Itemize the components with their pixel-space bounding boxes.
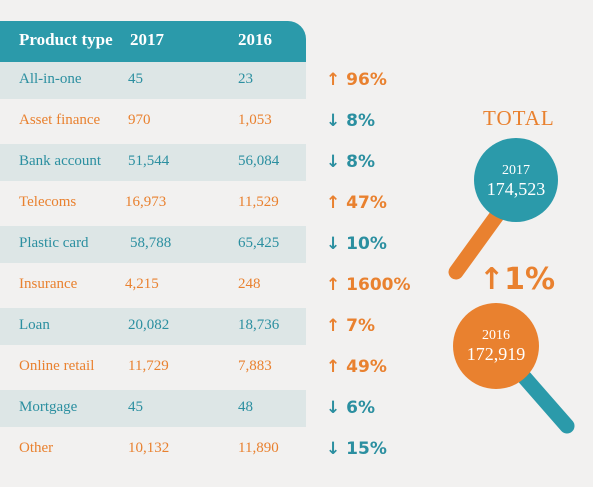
product-type-cell: Insurance [19, 276, 78, 292]
value-2016-cell: 56,084 [238, 153, 280, 169]
arrow-down-icon: ↓ [326, 398, 347, 418]
product-type-cell: Online retail [19, 358, 95, 374]
value-2016-cell: 11,529 [238, 194, 279, 210]
product-type-cell: Asset finance [19, 112, 101, 128]
change-indicator: ↑ 49% [326, 357, 387, 377]
change-value: 49% [346, 357, 387, 377]
product-type-cell: Telecoms [19, 194, 77, 210]
change-value: 47% [346, 193, 387, 213]
total-change: ↑1% [479, 262, 555, 297]
change-value: 15% [346, 439, 387, 459]
arrow-up-icon: ↑ [326, 275, 347, 295]
value-2017-cell: 58,788 [130, 235, 172, 251]
table-row: Loan 20,082 18,736 [0, 308, 306, 345]
magnifier-2016-handle [517, 370, 575, 434]
value-2016-cell: 11,890 [238, 440, 279, 456]
arrow-up-icon: ↑ [326, 316, 347, 336]
total-label: TOTAL [483, 106, 555, 130]
change-indicator: ↓ 10% [326, 234, 387, 254]
change-indicator: ↓ 8% [326, 111, 375, 131]
change-value: 6% [346, 398, 376, 418]
product-type-cell: All-in-one [19, 71, 82, 87]
change-value: 96% [346, 70, 387, 90]
arrow-up-icon: ↑ [479, 262, 505, 297]
change-value: 7% [346, 316, 376, 336]
arrow-up-icon: ↑ [326, 70, 347, 90]
arrow-up-icon: ↑ [326, 193, 347, 213]
value-2016-cell: 7,883 [238, 358, 272, 374]
change-indicator: ↑ 47% [326, 193, 387, 213]
value-2016-cell: 248 [238, 276, 261, 292]
table-row: Asset finance 970 1,053 [0, 103, 306, 140]
value-2017-cell: 16,973 [125, 194, 167, 210]
change-indicator: ↓ 15% [326, 439, 387, 459]
magnifier-2017-lens [474, 138, 558, 222]
arrow-up-icon: ↑ [326, 357, 347, 377]
arrow-down-icon: ↓ [326, 152, 347, 172]
value-2016-cell: 48 [238, 399, 253, 415]
table-row: Insurance 4,215 248 [0, 267, 306, 304]
value-2017-cell: 45 [128, 71, 143, 87]
value-2017-cell: 10,132 [128, 440, 170, 456]
product-type-cell: Mortgage [19, 399, 78, 415]
change-indicator: ↓ 8% [326, 152, 375, 172]
total-2016-year: 2016 [482, 328, 510, 343]
value-2017-cell: 4,215 [125, 276, 159, 292]
value-2017-cell: 970 [128, 112, 151, 128]
product-type-cell: Bank account [19, 153, 102, 169]
change-value: 8% [346, 152, 376, 172]
table-row: Telecoms 16,973 11,529 [0, 185, 306, 222]
magnifier-2016-lens [453, 303, 539, 389]
value-2017-cell: 20,082 [128, 317, 170, 333]
value-2017-cell: 45 [128, 399, 143, 415]
arrow-down-icon: ↓ [326, 111, 347, 131]
change-indicator: ↓ 6% [326, 398, 375, 418]
table-row: All-in-one 45 23 [0, 62, 306, 99]
table-row: Bank account 51,544 56,084 [0, 144, 306, 181]
value-2017-cell: 11,729 [128, 358, 169, 374]
change-indicator: ↑ 96% [326, 70, 387, 90]
product-type-cell: Other [19, 440, 54, 456]
total-change-value: 1% [504, 262, 556, 297]
value-2017-cell: 51,544 [128, 153, 170, 169]
product-type-cell: Plastic card [19, 235, 89, 251]
magnifier-2017-handle [448, 206, 506, 280]
header-2016: 2016 [238, 30, 272, 49]
table-header: Product type 2017 2016 [0, 21, 306, 62]
value-2016-cell: 23 [238, 71, 253, 87]
header-product-type: Product type [19, 30, 113, 49]
total-2016-bubble: 2016 172,919 [451, 328, 541, 365]
change-indicator: ↑ 7% [326, 316, 375, 336]
total-2017-bubble: 2017 174,523 [471, 163, 561, 200]
change-value: 1600% [346, 275, 411, 295]
table-row: Online retail 11,729 7,883 [0, 349, 306, 386]
table-row: Mortgage 45 48 [0, 390, 306, 427]
value-2016-cell: 1,053 [238, 112, 272, 128]
change-indicator: ↑ 1600% [326, 275, 411, 295]
value-2016-cell: 18,736 [238, 317, 280, 333]
arrow-down-icon: ↓ [326, 234, 347, 254]
product-type-cell: Loan [19, 317, 50, 333]
total-2017-value: 174,523 [486, 179, 546, 199]
change-value: 8% [346, 111, 376, 131]
table-row: Other 10,132 11,890 [0, 431, 306, 468]
value-2016-cell: 65,425 [238, 235, 280, 251]
total-2017-year: 2017 [502, 163, 530, 178]
change-value: 10% [346, 234, 387, 254]
table-row: Plastic card 58,788 65,425 [0, 226, 306, 263]
arrow-down-icon: ↓ [326, 439, 347, 459]
header-2017: 2017 [130, 30, 164, 49]
total-2016-value: 172,919 [466, 344, 526, 364]
